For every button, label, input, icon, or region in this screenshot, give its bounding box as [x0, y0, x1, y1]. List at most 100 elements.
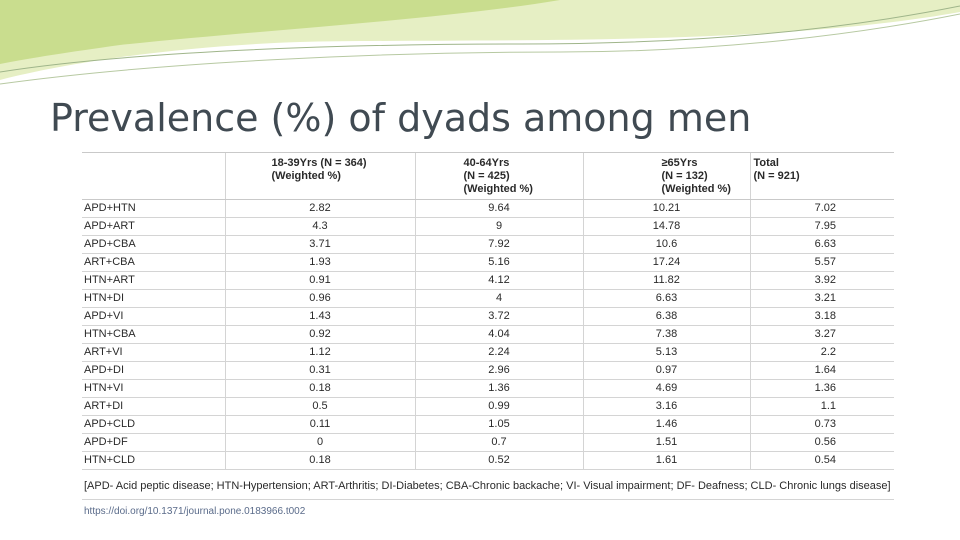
value-cell: 0.92 — [224, 325, 415, 344]
header-cell-3: ≥65Yrs (N = 132) (Weighted %) — [582, 152, 750, 200]
table-row: APD+CLD 0.11 1.05 1.46 0.73 — [82, 415, 894, 434]
value-cell: 3.72 — [414, 307, 583, 326]
table-row: ART+DI 0.5 0.99 3.16 1.1 — [82, 397, 894, 416]
header-cell-1: 18-39Yrs (N = 364) (Weighted %) — [224, 152, 415, 200]
value-cell: 1.64 — [749, 361, 894, 380]
value-cell: 1.36 — [414, 379, 583, 398]
header-cell-2: 40-64Yrs (N = 425) (Weighted %) — [414, 152, 583, 200]
value-cell: 5.16 — [414, 253, 583, 272]
dyad-name-cell: APD+DI — [82, 361, 225, 380]
table-row: HTN+DI 0.96 4 6.63 3.21 — [82, 289, 894, 308]
value-cell: 4.12 — [414, 271, 583, 290]
value-cell: 0 — [224, 433, 415, 452]
value-cell: 1.05 — [414, 415, 583, 434]
value-cell: 7.38 — [582, 325, 750, 344]
dyad-name-cell: ART+VI — [82, 343, 225, 362]
value-cell: 1.1 — [749, 397, 894, 416]
value-cell: 3.21 — [749, 289, 894, 308]
value-cell: 0.73 — [749, 415, 894, 434]
value-cell: 2.82 — [224, 199, 415, 218]
value-cell: 2.2 — [749, 343, 894, 362]
value-cell: 5.57 — [749, 253, 894, 272]
value-cell: 0.52 — [414, 451, 583, 470]
value-cell: 2.24 — [414, 343, 583, 362]
value-cell: 0.11 — [224, 415, 415, 434]
table-row: APD+DF 0 0.7 1.51 0.56 — [82, 433, 894, 452]
doi-link[interactable]: https://doi.org/10.1371/journal.pone.018… — [84, 506, 306, 517]
value-cell: 7.02 — [749, 199, 894, 218]
dyad-name-cell: HTN+ART — [82, 271, 225, 290]
dyad-prevalence-table: 18-39Yrs (N = 364) (Weighted %) 40-64Yrs (N… — [82, 152, 894, 470]
value-cell: 1.43 — [224, 307, 415, 326]
table-row: HTN+ART 0.91 4.12 11.82 3.92 — [82, 271, 894, 290]
value-cell: 9.64 — [414, 199, 583, 218]
value-cell: 6.38 — [582, 307, 750, 326]
value-cell: 10.6 — [582, 235, 750, 254]
value-cell: 3.92 — [749, 271, 894, 290]
table-row: APD+ART 4.3 9 14.78 7.95 — [82, 217, 894, 236]
value-cell: 5.13 — [582, 343, 750, 362]
value-cell: 10.21 — [582, 199, 750, 218]
value-cell: 3.27 — [749, 325, 894, 344]
dyad-name-cell: APD+ART — [82, 217, 225, 236]
value-cell: 4 — [414, 289, 583, 308]
dyad-name-cell: HTN+VI — [82, 379, 225, 398]
value-cell: 0.91 — [224, 271, 415, 290]
dyad-name-cell: APD+CLD — [82, 415, 225, 434]
value-cell: 7.92 — [414, 235, 583, 254]
dyad-prevalence-table-container: 18-39Yrs (N = 364) (Weighted %) 40-64Yrs (N… — [82, 152, 894, 517]
value-cell: 1.46 — [582, 415, 750, 434]
value-cell: 1.61 — [582, 451, 750, 470]
table-row: APD+HTN 2.82 9.64 10.21 7.02 — [82, 199, 894, 218]
value-cell: 0.56 — [749, 433, 894, 452]
dyad-name-cell: APD+CBA — [82, 235, 225, 254]
dyad-name-cell: ART+DI — [82, 397, 225, 416]
value-cell: 0.54 — [749, 451, 894, 470]
value-cell: 6.63 — [749, 235, 894, 254]
table-footnote: [APD- Acid peptic disease; HTN-Hypertens… — [82, 470, 894, 500]
value-cell: 0.99 — [414, 397, 583, 416]
dyad-name-cell: APD+VI — [82, 307, 225, 326]
value-cell: 14.78 — [582, 217, 750, 236]
value-cell: 2.96 — [414, 361, 583, 380]
value-cell: 0.97 — [582, 361, 750, 380]
dyad-name-cell: APD+HTN — [82, 199, 225, 218]
table-row: HTN+CBA 0.92 4.04 7.38 3.27 — [82, 325, 894, 344]
value-cell: 4.04 — [414, 325, 583, 344]
value-cell: 3.18 — [749, 307, 894, 326]
value-cell: 6.63 — [582, 289, 750, 308]
value-cell: 3.16 — [582, 397, 750, 416]
value-cell: 9 — [414, 217, 583, 236]
value-cell: 7.95 — [749, 217, 894, 236]
table-row: APD+VI 1.43 3.72 6.38 3.18 — [82, 307, 894, 326]
table-row: HTN+CLD 0.18 0.52 1.61 0.54 — [82, 451, 894, 470]
value-cell: 0.5 — [224, 397, 415, 416]
table-row: ART+CBA 1.93 5.16 17.24 5.57 — [82, 253, 894, 272]
value-cell: 0.96 — [224, 289, 415, 308]
value-cell: 1.36 — [749, 379, 894, 398]
header-cell-4: Total (N = 921) — [749, 152, 894, 200]
value-cell: 4.69 — [582, 379, 750, 398]
value-cell: 0.18 — [224, 451, 415, 470]
table-header-row: 18-39Yrs (N = 364) (Weighted %) 40-64Yrs (N… — [82, 152, 894, 200]
value-cell: 11.82 — [582, 271, 750, 290]
dyad-name-cell: HTN+DI — [82, 289, 225, 308]
value-cell: 0.7 — [414, 433, 583, 452]
dyad-name-cell: ART+CBA — [82, 253, 225, 272]
dyad-name-cell: HTN+CBA — [82, 325, 225, 344]
value-cell: 3.71 — [224, 235, 415, 254]
table-row: APD+CBA 3.71 7.92 10.6 6.63 — [82, 235, 894, 254]
value-cell: 4.3 — [224, 217, 415, 236]
header-swoosh-decoration — [0, 0, 960, 85]
dyad-name-cell: APD+DF — [82, 433, 225, 452]
value-cell: 1.51 — [582, 433, 750, 452]
value-cell: 0.18 — [224, 379, 415, 398]
value-cell: 0.31 — [224, 361, 415, 380]
value-cell: 1.93 — [224, 253, 415, 272]
table-row: ART+VI 1.12 2.24 5.13 2.2 — [82, 343, 894, 362]
table-row: HTN+VI 0.18 1.36 4.69 1.36 — [82, 379, 894, 398]
table-body: APD+HTN 2.82 9.64 10.21 7.02 APD+ART 4.3 9 14.78… — [82, 199, 894, 470]
value-cell: 1.12 — [224, 343, 415, 362]
value-cell: 17.24 — [582, 253, 750, 272]
table-row: APD+DI 0.31 2.96 0.97 1.64 — [82, 361, 894, 380]
